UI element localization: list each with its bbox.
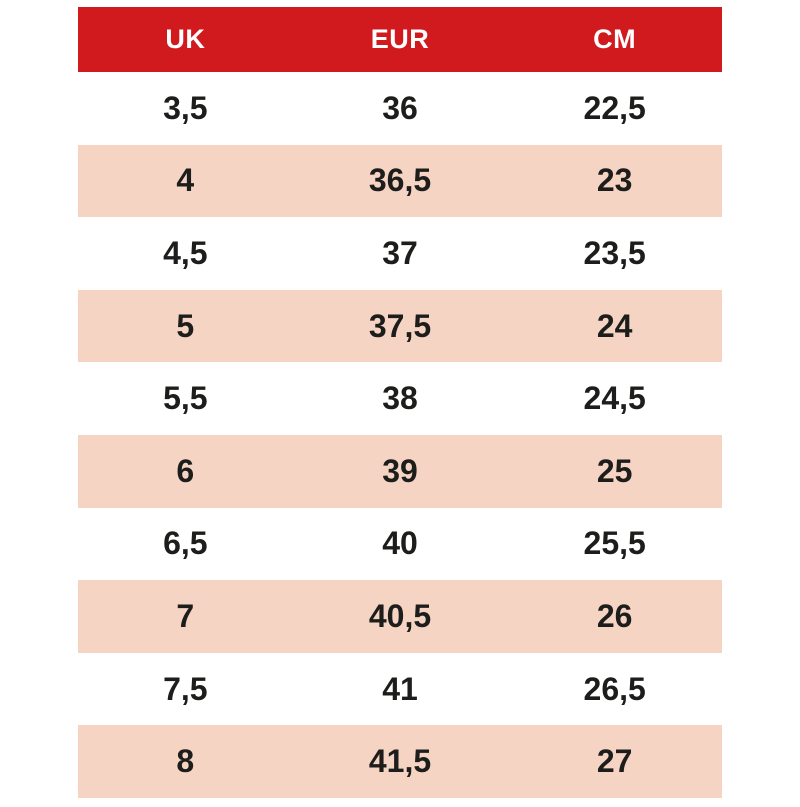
table-row: 4,5 37 23,5 — [78, 217, 722, 290]
column-header-eur: EUR — [370, 24, 430, 54]
cell-cm: 26,5 — [583, 670, 646, 707]
cell-uk: 3,5 — [163, 89, 208, 126]
cell-uk: 6 — [176, 452, 195, 489]
table-row: 8 41,5 27 — [78, 725, 722, 798]
cell-eur: 37 — [382, 234, 418, 271]
cell-uk: 8 — [176, 743, 195, 780]
table-header-row: UK EUR CM — [78, 7, 722, 72]
cell-eur: 36 — [382, 89, 418, 126]
cell-cm: 23,5 — [583, 234, 646, 271]
cell-cm: 25,5 — [583, 525, 646, 562]
cell-eur: 36,5 — [368, 162, 432, 199]
cell-uk: 7,5 — [163, 670, 208, 707]
cell-eur: 40,5 — [368, 597, 432, 634]
table-row: 7,5 41 26,5 — [78, 652, 722, 726]
cell-cm: 27 — [596, 743, 633, 780]
cell-uk: 7 — [176, 597, 195, 634]
cell-uk: 6,5 — [163, 525, 208, 562]
column-header-cm: CM — [593, 24, 637, 54]
cell-cm: 24,5 — [583, 380, 646, 417]
table-row: 7 40,5 26 — [78, 580, 722, 653]
cell-cm: 23 — [596, 162, 633, 199]
cell-eur: 40 — [382, 525, 418, 562]
cell-cm: 24 — [596, 307, 633, 344]
cell-uk: 5,5 — [163, 380, 208, 417]
size-conversion-table: UK EUR CM 3,5 36 22,5 4 36,5 23 4,5 37 2… — [78, 7, 722, 798]
cell-uk: 4 — [176, 162, 195, 199]
table-row: 6,5 40 25,5 — [78, 507, 722, 581]
cell-cm: 22,5 — [583, 89, 646, 126]
table-row: 5 37,5 24 — [78, 289, 722, 363]
cell-eur: 41,5 — [368, 743, 432, 780]
cell-uk: 4,5 — [163, 234, 208, 271]
cell-eur: 41 — [382, 670, 418, 707]
cell-eur: 38 — [382, 380, 418, 417]
table-body: 3,5 36 22,5 4 36,5 23 4,5 37 23,5 5 37,5… — [78, 72, 722, 798]
cell-cm: 25 — [596, 452, 633, 489]
table-row: 3,5 36 22,5 — [78, 72, 722, 145]
cell-uk: 5 — [176, 307, 195, 344]
cell-eur: 37,5 — [368, 307, 432, 344]
table-row: 4 36,5 23 — [78, 144, 722, 218]
cell-cm: 26 — [596, 597, 633, 634]
cell-eur: 39 — [382, 452, 418, 489]
table-row: 6 39 25 — [78, 434, 722, 508]
table-row: 5,5 38 24,5 — [78, 362, 722, 435]
column-header-uk: UK — [165, 24, 206, 54]
